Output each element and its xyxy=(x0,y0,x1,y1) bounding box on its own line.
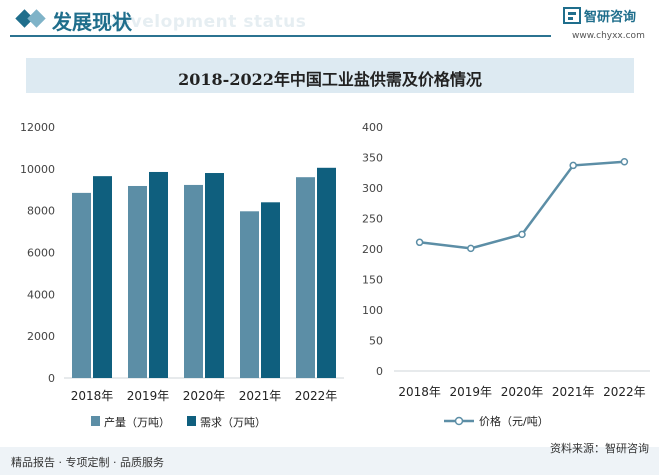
price-point xyxy=(569,161,577,170)
price-point xyxy=(518,230,526,239)
y-tick-label: 200 xyxy=(362,243,383,256)
y-tick-label: 6000 xyxy=(27,247,55,260)
x-tick-label: 2020年 xyxy=(183,389,226,403)
x-tick-label: 2022年 xyxy=(295,389,338,403)
company-url: www.chyxx.com xyxy=(572,31,645,41)
bar-chart: 0 2000 4000 6000 8000 10000 12000 2018年 2019年 202… xyxy=(20,121,344,429)
x-tick-label: 2021年 xyxy=(552,385,595,399)
footer-slogan: 精品报告 · 专项定制 · 品质服务 xyxy=(11,456,164,469)
bar xyxy=(205,173,224,378)
price-point xyxy=(415,238,424,247)
x-tick-label: 2020年 xyxy=(501,385,544,399)
bar xyxy=(296,177,315,378)
bar xyxy=(317,167,336,378)
bar xyxy=(184,184,203,378)
legend-swatch xyxy=(187,416,196,426)
bar xyxy=(149,171,168,378)
x-tick-label: 2019年 xyxy=(127,389,170,403)
bar xyxy=(240,211,259,378)
company-logo-text: 智研咨询 xyxy=(584,10,637,25)
header-divider xyxy=(10,35,551,37)
x-tick-label: 2021年 xyxy=(239,389,282,403)
bar xyxy=(93,176,112,378)
y-tick-label: 100 xyxy=(362,304,383,317)
line-chart: 0 50 100 150 200 250 300 350 400 2018年 2019年 2020年 2… xyxy=(362,121,650,428)
y-tick-label: 2000 xyxy=(27,330,55,343)
y-tick-label: 400 xyxy=(362,121,383,134)
legend-label: 产量（万吨） xyxy=(104,415,170,429)
y-tick-label: 0 xyxy=(376,365,383,378)
legend-label: 需求（万吨） xyxy=(200,416,266,429)
company-logo-icon xyxy=(563,7,581,24)
y-tick-label: 12000 xyxy=(20,121,55,134)
legend-marker xyxy=(454,416,464,426)
header-subtitle: Development status xyxy=(104,12,307,32)
y-tick-label: 150 xyxy=(362,274,383,287)
x-tick-label: 2018年 xyxy=(398,385,441,399)
bar xyxy=(128,185,147,378)
y-tick-label: 8000 xyxy=(27,205,55,218)
y-tick-label: 50 xyxy=(369,335,383,348)
chart-title: 2018-2022年中国工业盐供需及价格情况 xyxy=(178,70,482,89)
x-tick-label: 2019年 xyxy=(450,385,493,399)
legend-swatch xyxy=(91,416,100,426)
page-header: Development status 发展现状 智研咨询 www.chyxx.c… xyxy=(0,0,659,44)
y-tick-label: 250 xyxy=(362,213,383,226)
bar xyxy=(261,202,280,378)
x-tick-label: 2022年 xyxy=(603,385,646,399)
price-point xyxy=(620,158,629,166)
y-tick-label: 4000 xyxy=(27,288,55,301)
legend-label: 价格（元/吨） xyxy=(479,414,549,428)
diamond-icon xyxy=(27,9,46,28)
bar xyxy=(72,192,91,378)
y-tick-label: 300 xyxy=(362,182,383,195)
y-tick-label: 350 xyxy=(362,152,383,165)
y-tick-label: 0 xyxy=(48,372,55,385)
y-tick-label: 10000 xyxy=(20,163,55,176)
page-footer: 精品报告 · 专项定制 · 品质服务 资料来源：智研咨询 xyxy=(0,442,659,475)
chart-title-banner: 2018-2022年中国工业盐供需及价格情况 xyxy=(26,58,634,93)
x-tick-label: 2018年 xyxy=(71,389,114,403)
data-source: 资料来源：智研咨询 xyxy=(550,442,649,455)
price-point xyxy=(467,244,475,253)
header-title: 发展现状 xyxy=(52,10,132,34)
